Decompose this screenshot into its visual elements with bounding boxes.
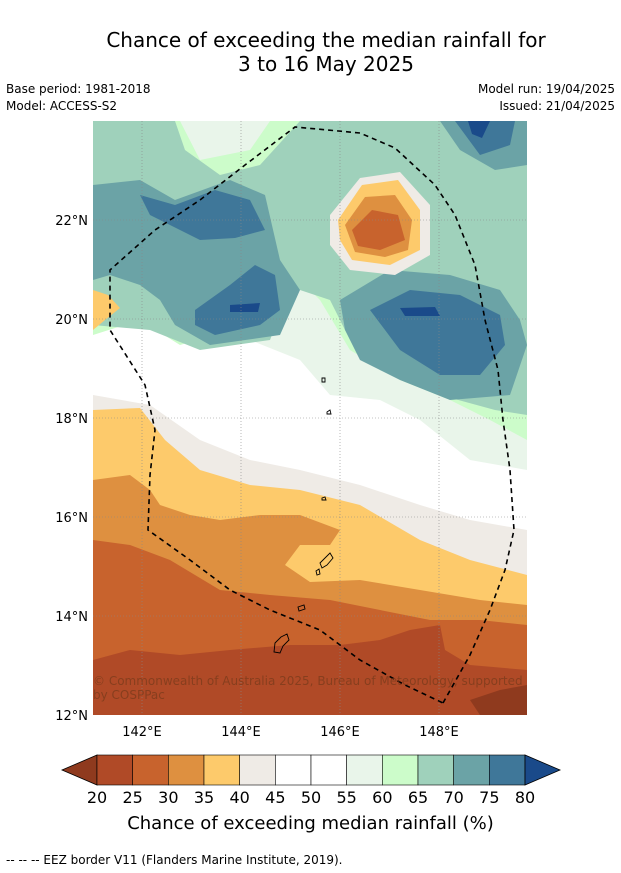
lon-label: 144°E [221,725,261,740]
eez-border [109,126,515,704]
model-run: Model run: 19/04/2025 [477,82,615,96]
map-credit-line2: by COSPPac [93,688,165,702]
band-85-core [230,303,260,312]
islands [273,377,334,654]
map-title: Chance of exceeding the median rainfall … [0,28,621,76]
band-80-ne [455,121,515,155]
island-tinian [315,568,321,576]
grid [93,121,527,715]
colorbar-tick-label: 60 [372,788,392,807]
colorbar-title: Chance of exceeding median rainfall (%) [127,813,494,834]
colorbar-tick-label: 40 [229,788,249,807]
colorbar-tick-label: 20 [87,788,107,807]
meta-left: Base period: 1981-2018 Model: ACCESS-S2 [6,81,151,115]
colorbar: 20 25 30 35 40 45 50 55 60 65 70 75 80 [60,754,562,807]
dry-nub-west [93,290,120,330]
lat-label: 14°N [55,610,88,625]
title-line-1: Chance of exceeding the median rainfall … [106,28,546,52]
colorbar-tick-label: 80 [515,788,535,807]
colorbar-segment [382,754,419,786]
colorbar-segment [417,754,454,786]
lon-label: 146°E [320,725,360,740]
band-85-core-ne [468,121,490,138]
colorbar-tick-label: 50 [301,788,321,807]
colorbar-arrow-low [60,754,98,786]
lat-labels: 22°N 20°N 18°N 16°N 14°N 12°N [55,214,88,724]
colorbar-segment [96,754,133,786]
colorbar-segment [453,754,490,786]
colorbar-tick-label: 55 [336,788,356,807]
colorbar-segment [168,754,205,786]
lat-label: 20°N [55,313,88,328]
lat-label: 22°N [55,214,88,229]
map-credit-line1: © Commonwealth of Australia 2025, Bureau… [93,674,523,688]
lat-label: 12°N [55,709,88,724]
footer-note: -- -- -- EEZ border V11 (Flanders Marine… [6,853,343,867]
title-line-2: 3 to 16 May 2025 [238,52,414,76]
colorbar-segment [310,754,347,786]
colorbar-segment [489,754,526,786]
band-80-mid [195,265,280,335]
meta-right: Model run: 19/04/2025 Issued: 21/04/2025 [478,81,615,115]
lat-label: 16°N [55,511,88,526]
band-80-west [140,190,265,240]
colorbar-segment [275,754,312,786]
issued-date: Issued: 21/04/2025 [499,99,615,113]
colorbar-tick-label: 30 [158,788,178,807]
island-rota [297,604,306,612]
lat-label: 18°N [55,412,88,427]
colorbar-tick-label: 65 [408,788,428,807]
colorbar-segment [346,754,383,786]
lon-labels: 142°E 144°E 146°E 148°E [122,725,459,740]
island-guam [273,633,290,654]
island-saipan [319,552,334,569]
colorbar-tick-label: 35 [194,788,214,807]
island-agrihan [326,409,332,415]
island-anatahan [321,496,327,501]
colorbar-segment [239,754,276,786]
colorbar-arrow-high [524,754,562,786]
base-period: Base period: 1981-2018 [6,82,151,96]
colorbar-segment [132,754,169,786]
model-name: Model: ACCESS-S2 [6,99,118,113]
lon-label: 142°E [122,725,162,740]
band-25 [93,625,527,715]
lon-label: 148°E [419,725,459,740]
band-20 [470,685,527,715]
band-85-core-east [400,307,440,316]
colorbar-segment [203,754,240,786]
island-asuncion [321,377,326,383]
colorbar-tick-label: 45 [265,788,285,807]
colorbar-tick-label: 70 [443,788,463,807]
colorbar-tick-label: 25 [122,788,142,807]
dry-pocket-north-25 [352,210,405,250]
colorbar-tick-label: 75 [479,788,499,807]
